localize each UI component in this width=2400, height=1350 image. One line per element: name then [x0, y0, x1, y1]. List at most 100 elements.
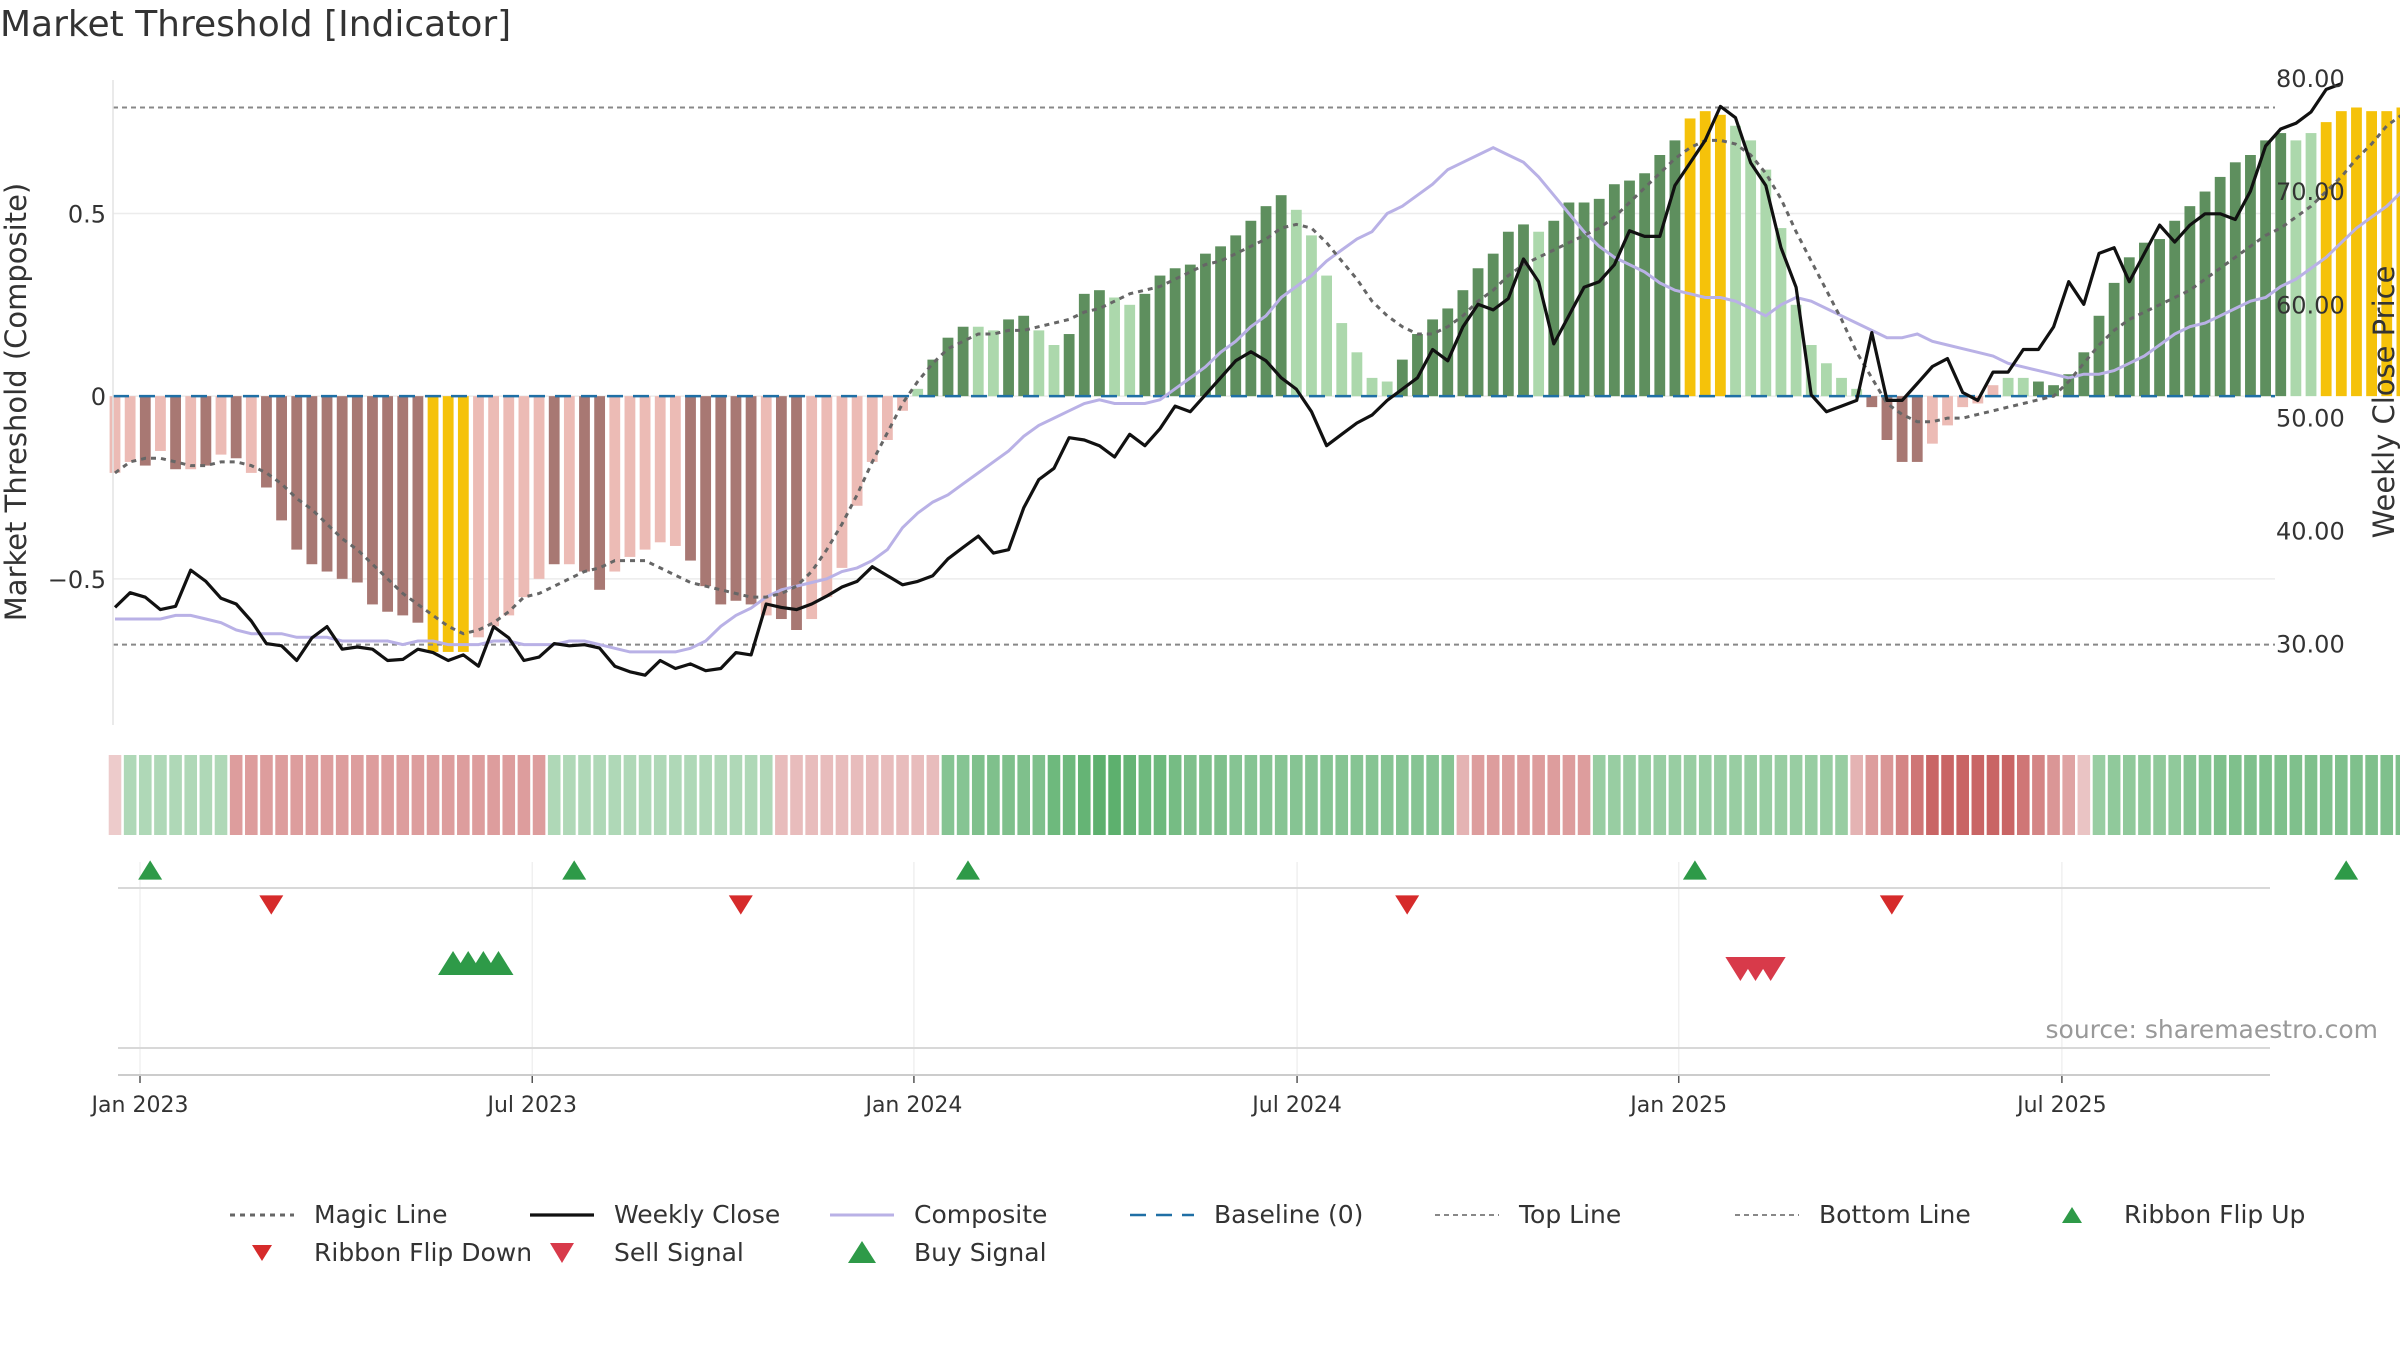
threshold-bar: [2093, 315, 2105, 397]
threshold-bar: [1094, 290, 1105, 397]
threshold-bar: [155, 396, 166, 451]
ribbon-cell: [1002, 755, 1015, 835]
threshold-bar: [170, 396, 181, 470]
ribbon-cell: [775, 755, 788, 835]
ribbon-cell: [441, 755, 455, 835]
ribbon-cell: [1562, 755, 1576, 835]
threshold-bar: [488, 396, 500, 627]
threshold-bar: [609, 396, 621, 572]
ribbon-cell: [1350, 755, 1364, 835]
series-lines: [113, 82, 2400, 677]
ribbon-cell: [381, 755, 394, 835]
ribbon-cell: [1123, 755, 1137, 835]
legend-item: Ribbon Flip Down: [230, 1238, 532, 1267]
y-left-tick-label: 0.5: [68, 200, 106, 228]
legend-item: Composite: [830, 1200, 1047, 1229]
threshold-bar: [775, 396, 787, 620]
ribbon-cell: [2380, 755, 2394, 835]
threshold-bar: [1139, 293, 1151, 397]
ribbon-cell: [1714, 755, 1727, 835]
ribbon-cell: [2183, 755, 2197, 835]
ribbon-flip-down-marker: [259, 895, 284, 915]
threshold-bar: [700, 396, 712, 587]
ribbon-cell: [1532, 755, 1545, 835]
ribbon-cell: [956, 755, 970, 835]
threshold-bar: [306, 396, 318, 565]
threshold-bar: [1487, 253, 1499, 397]
ribbon-cell: [1471, 755, 1485, 835]
threshold-bar: [1639, 173, 1651, 397]
threshold-bar: [1442, 308, 1454, 397]
ribbon-cell: [608, 755, 622, 835]
legend-symbol: [2062, 1206, 2082, 1223]
threshold-bar: [1427, 319, 1439, 397]
ribbon-cell: [714, 755, 728, 835]
ribbon-cell: [1910, 755, 1924, 835]
ribbon-cell: [1320, 755, 1333, 835]
threshold-bar: [2184, 206, 2196, 397]
ribbon-cell: [1835, 755, 1848, 835]
threshold-bar: [1381, 381, 1393, 397]
threshold-bar: [1836, 377, 1847, 397]
threshold-bar: [1654, 155, 1666, 397]
threshold-bar: [1548, 220, 1560, 397]
ribbon-flip-down-marker: [1879, 895, 1904, 915]
legend-item: Magic Line: [230, 1200, 448, 1229]
weekly-close-line: [113, 82, 2342, 677]
ribbon-cell: [1789, 755, 1803, 835]
threshold-bar: [1911, 396, 1923, 462]
threshold-bar: [1624, 180, 1635, 397]
ribbon-cell: [820, 755, 834, 835]
threshold-bar: [1048, 345, 1060, 397]
threshold-bar: [806, 396, 818, 620]
ribbon-cell: [1441, 755, 1455, 835]
threshold-bar: [1472, 268, 1484, 397]
threshold-bar: [2214, 176, 2226, 397]
ribbon-cell: [411, 755, 425, 835]
threshold-bar: [1820, 363, 1832, 397]
threshold-bar: [927, 359, 939, 397]
ribbon-cell: [623, 755, 637, 835]
threshold-bar: [457, 396, 469, 652]
threshold-bar: [2033, 381, 2044, 397]
y-right-tick-label: 80.00: [2276, 65, 2345, 93]
ribbon-cell: [971, 755, 985, 835]
threshold-bar: [2199, 191, 2211, 397]
threshold-bar: [109, 396, 121, 473]
legend-label: Composite: [914, 1200, 1048, 1229]
ribbon-cell: [1335, 755, 1349, 835]
ribbon-cell: [638, 755, 652, 835]
threshold-bar: [1200, 253, 1211, 397]
threshold-bar: [579, 396, 590, 572]
ribbon-cell: [2092, 755, 2106, 835]
ribbon-cell: [1183, 755, 1197, 835]
ribbon-cell: [487, 755, 500, 835]
threshold-bar: [730, 396, 742, 601]
ribbon-cell: [1986, 755, 2000, 835]
ribbon-cell: [2289, 755, 2303, 835]
threshold-bar: [1169, 268, 1181, 397]
threshold-bar: [1533, 231, 1545, 397]
threshold-bar: [412, 396, 424, 623]
threshold-bar: [957, 326, 969, 397]
legend-symbol: [1435, 1213, 1499, 1216]
threshold-bar: [760, 396, 772, 616]
threshold-bar: [897, 396, 908, 411]
ribbon-cell: [1305, 755, 1318, 835]
threshold-bar: [1109, 297, 1120, 397]
ribbon-cell: [108, 755, 122, 835]
legend-label: Sell Signal: [614, 1238, 744, 1267]
ribbon-cell: [138, 755, 152, 835]
ribbon-cell: [1077, 755, 1091, 835]
threshold-bar: [1896, 396, 1908, 462]
ribbon-cell: [426, 755, 440, 835]
buy-signal-marker: [483, 951, 514, 975]
threshold-bar: [2335, 111, 2347, 397]
threshold-bar: [2381, 111, 2393, 397]
threshold-bar: [503, 396, 515, 616]
legend-item: Buy Signal: [830, 1238, 1047, 1267]
ribbon-flip-up-marker: [2334, 860, 2359, 880]
ribbon-cell: [199, 755, 213, 835]
legend-label: Ribbon Flip Down: [314, 1238, 533, 1267]
